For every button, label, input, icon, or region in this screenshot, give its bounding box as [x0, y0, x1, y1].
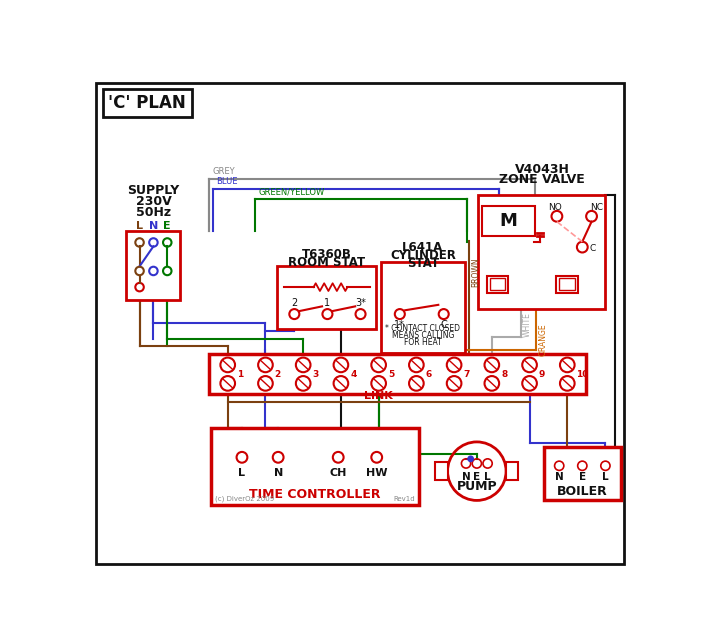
Bar — [486, 276, 508, 292]
Text: CYLINDER: CYLINDER — [390, 249, 456, 262]
Text: STAT: STAT — [407, 257, 439, 270]
Text: GREY: GREY — [213, 167, 235, 176]
Text: 8: 8 — [501, 370, 508, 379]
Bar — [490, 278, 505, 290]
Bar — [482, 206, 534, 235]
Text: L: L — [136, 221, 143, 231]
Text: 'C' PLAN: 'C' PLAN — [108, 94, 186, 112]
Text: 2: 2 — [291, 298, 298, 308]
Text: ROOM STAT: ROOM STAT — [288, 256, 365, 269]
Text: 1: 1 — [324, 298, 331, 308]
Text: C: C — [590, 244, 596, 253]
Text: PUMP: PUMP — [456, 479, 497, 493]
Text: 6: 6 — [425, 370, 432, 379]
Text: E: E — [164, 221, 171, 231]
Text: BOILER: BOILER — [557, 485, 608, 497]
Text: TIME CONTROLLER: TIME CONTROLLER — [249, 488, 381, 501]
Bar — [435, 462, 448, 480]
Text: ZONE VALVE: ZONE VALVE — [499, 173, 585, 186]
Bar — [277, 267, 376, 329]
Text: T6360B: T6360B — [302, 247, 352, 260]
Text: N: N — [274, 468, 283, 478]
Text: WHITE: WHITE — [523, 312, 532, 337]
Text: L: L — [239, 468, 246, 478]
Text: M: M — [499, 212, 517, 230]
Bar — [544, 447, 621, 501]
Text: N: N — [462, 472, 470, 482]
Text: 1*: 1* — [395, 320, 405, 330]
Text: E: E — [473, 472, 480, 482]
Text: 1: 1 — [237, 370, 243, 379]
Text: HW: HW — [366, 468, 388, 478]
Text: MEANS CALLING: MEANS CALLING — [392, 331, 454, 340]
Circle shape — [468, 456, 473, 462]
Text: N: N — [149, 221, 158, 231]
Text: L: L — [484, 472, 491, 482]
Text: NC: NC — [590, 203, 602, 212]
Bar — [126, 231, 180, 300]
Text: BROWN: BROWN — [472, 257, 480, 287]
Text: 2: 2 — [274, 370, 281, 379]
Text: 3*: 3* — [355, 298, 366, 308]
Bar — [209, 354, 586, 394]
Bar — [506, 462, 518, 480]
Text: 4: 4 — [350, 370, 357, 379]
Text: SUPPLY: SUPPLY — [127, 185, 180, 197]
Text: LINK: LINK — [364, 391, 393, 401]
Bar — [103, 89, 192, 117]
Text: 3: 3 — [312, 370, 319, 379]
Text: N: N — [555, 472, 564, 482]
Text: 5: 5 — [388, 370, 394, 379]
Text: E: E — [578, 472, 586, 482]
Text: L641A: L641A — [402, 242, 444, 254]
Bar — [478, 195, 605, 309]
Text: C: C — [440, 320, 447, 330]
Text: (c) DiverOz 2009: (c) DiverOz 2009 — [215, 495, 274, 502]
Text: ORANGE: ORANGE — [538, 323, 548, 356]
Text: BLUE: BLUE — [216, 178, 238, 187]
Text: 9: 9 — [539, 370, 545, 379]
Text: 7: 7 — [463, 370, 470, 379]
Text: CH: CH — [329, 468, 347, 478]
Text: 50Hz: 50Hz — [136, 206, 171, 219]
Bar — [559, 278, 575, 290]
Text: 230V: 230V — [135, 195, 171, 208]
Text: FOR HEAT: FOR HEAT — [404, 338, 442, 347]
Text: GREEN/YELLOW: GREEN/YELLOW — [259, 187, 325, 196]
Text: L: L — [602, 472, 609, 482]
Bar — [556, 276, 578, 292]
Text: 10: 10 — [576, 370, 589, 379]
Bar — [380, 262, 465, 353]
Text: * CONTACT CLOSED: * CONTACT CLOSED — [385, 324, 461, 333]
Text: Rev1d: Rev1d — [394, 496, 415, 502]
Text: NO: NO — [548, 203, 562, 212]
Bar — [211, 428, 419, 505]
Text: V4043H: V4043H — [515, 163, 569, 176]
